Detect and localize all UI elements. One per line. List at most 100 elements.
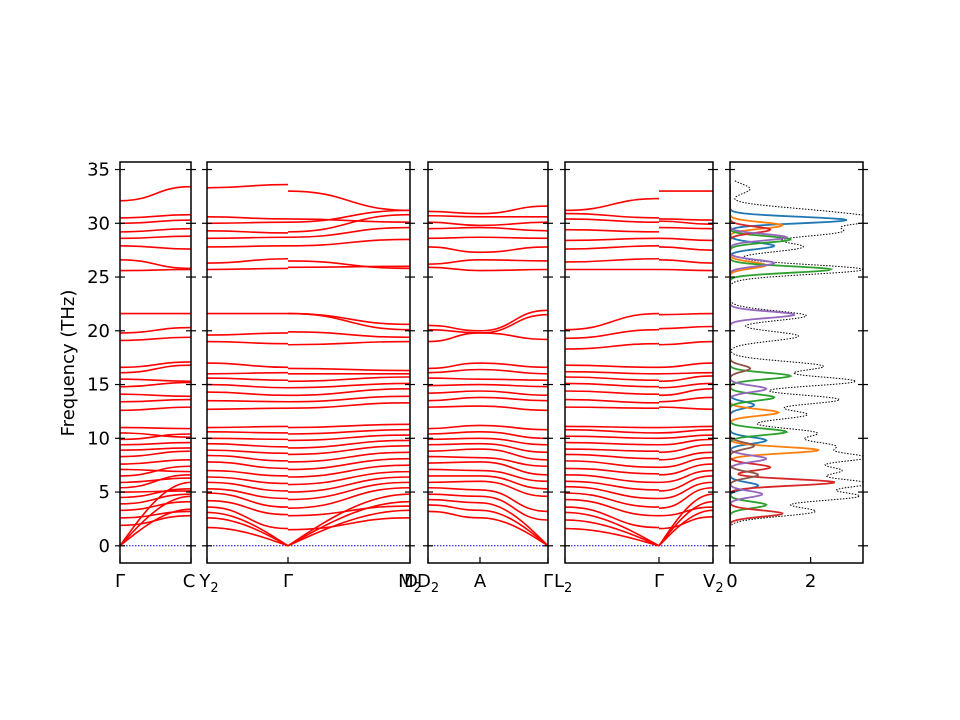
panel-4-kpoint-label: L2: [554, 571, 572, 596]
panel-3-band: [479, 332, 549, 341]
panel-3-band: [427, 424, 481, 430]
panel-3-band: [427, 368, 481, 374]
panel-2-band: [206, 340, 289, 345]
dos-xtick-label: 0: [726, 571, 737, 592]
panel-3-band: [479, 448, 549, 461]
panel-2-band: [287, 428, 411, 435]
panel-2-band: [287, 395, 411, 403]
panel-2-band: [206, 371, 289, 375]
panel-4-band: [658, 375, 714, 383]
panel-3-segment-0: [427, 210, 481, 519]
panel-3-band: [479, 221, 549, 227]
panel-4-band: [564, 498, 660, 517]
panel-4-band: [564, 474, 660, 484]
panel-1-band: [119, 458, 192, 465]
panel-1-band: [119, 259, 192, 270]
panel-4-band: [564, 441, 660, 446]
panel-3-band: [479, 368, 549, 375]
panel-2-band: [206, 506, 289, 530]
panel-4-band: [564, 425, 660, 429]
panel-1-band: [119, 378, 192, 383]
panel-3-band: [479, 461, 549, 476]
panel-2-band: [206, 469, 289, 477]
panel-1-band: [119, 326, 192, 334]
panel-1-band: [119, 500, 192, 512]
panel-2-band: [287, 402, 411, 409]
panel-2-band: [287, 312, 411, 331]
panel-2-band: [287, 505, 411, 517]
panel-3-band: [479, 378, 549, 382]
panel-1-band: [119, 219, 192, 225]
panel-2-band: [287, 445, 411, 456]
ytick-label: 15: [87, 375, 110, 396]
panel-2-band: [206, 230, 289, 234]
panel-3-band: [427, 493, 481, 498]
dos-curves: [730, 179, 863, 546]
panel-2-band: [206, 526, 289, 547]
panel-3-band: [427, 332, 481, 343]
panel-4-kpoint-label-subscript: 2: [715, 581, 723, 596]
panel-3-band: [479, 268, 549, 272]
ytick-label: 5: [99, 482, 110, 503]
panel-3-band: [427, 498, 481, 504]
panel-4-band: [658, 434, 714, 440]
panel-1-band: [119, 495, 192, 547]
ytick-label: 25: [87, 267, 110, 288]
panel-1-band: [119, 406, 192, 412]
panel-2-band: [206, 236, 289, 240]
panel-1-band: [119, 393, 192, 398]
panel-4-frame: [564, 161, 714, 564]
panel-2-band: [206, 449, 289, 455]
panel-3-band: [479, 480, 549, 498]
panel-4-band: [658, 438, 714, 446]
panel-4-band: [658, 268, 714, 272]
panel-3-band: [479, 502, 549, 547]
panel-3-band: [427, 214, 481, 218]
panel-3-band: [427, 448, 481, 452]
dos-frame: [729, 161, 864, 564]
panel-2-band: [206, 431, 289, 434]
panel-4-band: [658, 475, 714, 492]
panel-1-band: [119, 361, 192, 369]
panel-1-kpoint-label: C: [183, 571, 196, 592]
panel-2: Y2 Γ M2D: [198, 161, 422, 596]
panel-1-band: [119, 336, 192, 342]
panel-3-band: [427, 480, 481, 484]
panel-2-frame: [206, 161, 411, 564]
panel-4-band: [658, 506, 714, 517]
panel-4-band: [564, 480, 660, 491]
panel-3-band: [427, 328, 481, 334]
panel-3-band: [427, 504, 481, 512]
panel-1-band: [119, 510, 192, 519]
panel-4-band: [564, 382, 660, 388]
panel-4-band: [658, 362, 714, 369]
panel-4-segment-1: [658, 190, 714, 547]
panel-2-band: [206, 362, 289, 369]
panel-2-band: [287, 388, 411, 397]
dos-partial-curve-1: [730, 184, 848, 541]
panel-1-band: [119, 185, 192, 202]
dos-xtick-label: 2: [805, 571, 816, 592]
panel-3-band: [479, 390, 549, 397]
panel-1-band: [119, 477, 192, 484]
panel-4-band: [564, 197, 660, 212]
panel-3-band: [427, 221, 481, 227]
panel-4-band: [658, 246, 714, 251]
panel-3-band: [479, 226, 549, 232]
panel-4-band: [658, 237, 714, 242]
panel-3-band: [427, 324, 481, 332]
panel-2-band: [287, 476, 411, 493]
ytick-label: 10: [87, 428, 110, 449]
panel-1-band: [119, 468, 192, 473]
panel-2-band: [206, 332, 289, 336]
panel-2-kpoint-label-subscript: 2: [414, 581, 422, 596]
panel-4-band: [658, 515, 714, 530]
panel-1-band: [119, 235, 192, 240]
panel-3-band: [479, 313, 549, 334]
panel-2-band: [206, 511, 289, 547]
panel-4-band: [658, 456, 714, 469]
panel-3-frame: [427, 161, 549, 564]
panel-4-band: [564, 519, 660, 547]
panel-2-band: [287, 486, 411, 509]
